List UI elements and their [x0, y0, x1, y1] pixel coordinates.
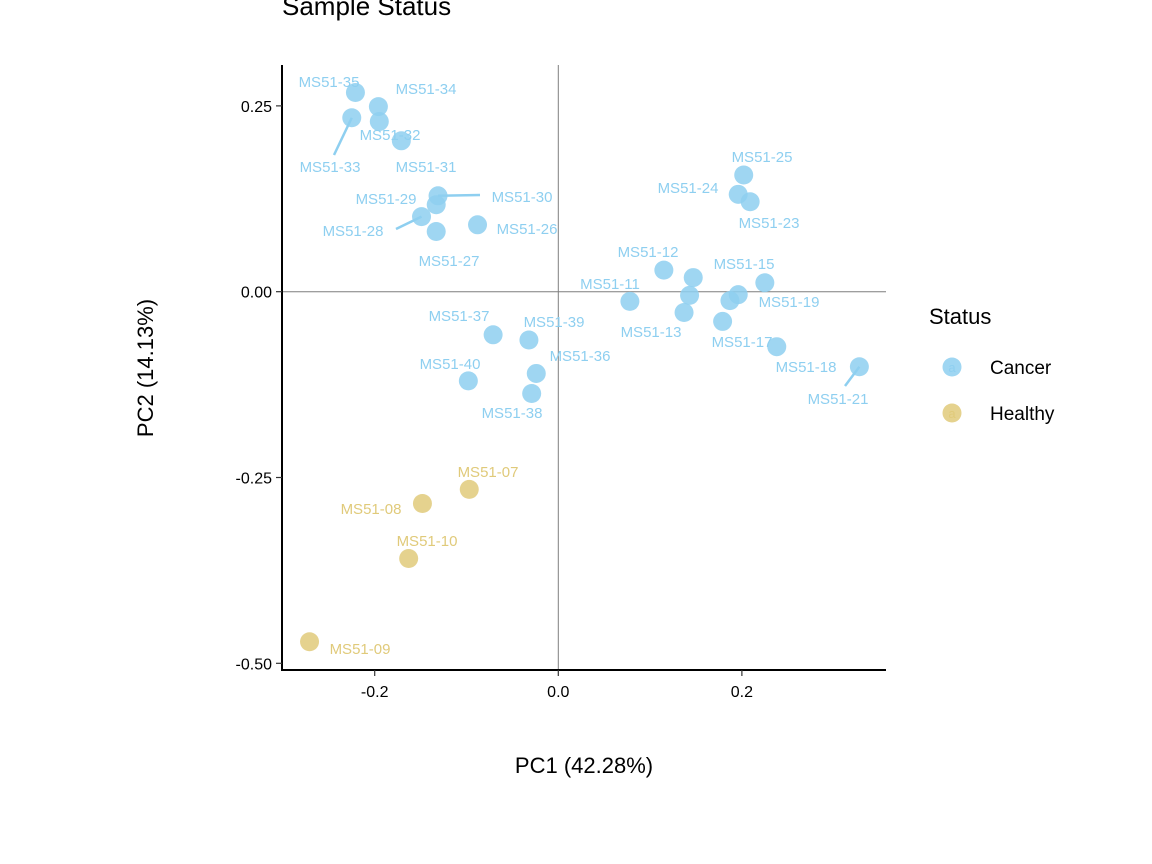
point-label: MS51-15: [714, 256, 775, 273]
data-point: [522, 384, 542, 404]
data-point: [342, 108, 362, 128]
data-point: [399, 549, 419, 569]
point-label: MS51-24: [658, 180, 719, 197]
point-label: MS51-09: [330, 641, 391, 658]
x-axis-title: PC1 (42.28%): [515, 753, 653, 778]
data-point: [369, 111, 389, 131]
data-point: [458, 371, 478, 391]
point-label: MS51-27: [419, 253, 480, 270]
point-label: MS51-35: [299, 74, 360, 91]
point-label: MS51-08: [341, 501, 402, 518]
point-label: MS51-36: [550, 348, 611, 365]
data-point: [849, 357, 869, 377]
point-label: MS51-25: [732, 149, 793, 166]
data-point: [767, 337, 787, 357]
data-point: [674, 303, 694, 322]
legend-label-cancer: Cancer: [990, 358, 1052, 379]
legend-key-cancer: [942, 357, 962, 377]
data-point: [300, 632, 320, 652]
y-tick-label: 0.25: [241, 99, 272, 116]
data-point: [426, 195, 446, 215]
data-point: [468, 215, 488, 235]
data-point: [620, 291, 640, 311]
data-point: [426, 221, 446, 241]
point-label: MS51-29: [356, 191, 417, 208]
point-label: MS51-12: [618, 244, 679, 261]
data-point: [368, 97, 388, 117]
data-point: [526, 363, 546, 383]
point-label: MS51-19: [759, 294, 820, 311]
point-label: MS51-10: [397, 533, 458, 550]
data-point: [755, 273, 775, 293]
point-label: MS51-40: [420, 356, 481, 373]
point-label: MS51-37: [429, 308, 490, 325]
chart-title: Sample Status: [282, 0, 451, 21]
y-tick-label: -0.25: [236, 471, 273, 488]
legend-key-glyph: a: [948, 360, 956, 375]
point-label: MS51-18: [776, 359, 837, 376]
data-point: [519, 330, 539, 350]
point-label: MS51-31: [396, 159, 457, 176]
data-point: [345, 83, 365, 102]
point-label: MS51-07: [458, 464, 519, 481]
legend: Status a Cancer a Healthy: [929, 304, 1055, 425]
point-label: MS51-32: [360, 127, 421, 144]
legend-key-healthy: [942, 403, 962, 423]
data-point: [391, 131, 411, 151]
data-point: [654, 260, 674, 280]
x-tick-label: -0.2: [361, 684, 389, 701]
point-label: MS51-21: [808, 391, 869, 408]
data-point: [459, 479, 479, 499]
point-label: MS51-17: [712, 334, 773, 351]
x-tick-label: 0.0: [547, 684, 569, 701]
point-label: MS51-23: [739, 215, 800, 232]
data-point: [483, 325, 503, 345]
point-label: MS51-13: [621, 324, 682, 341]
point-label: MS51-34: [396, 81, 457, 98]
plot-area: -0.2 0.0 0.2 0.25 0.00 -0.25 -0.50 MS51-35 MS51-…: [236, 65, 886, 701]
data-point: [734, 165, 754, 185]
data-point: [683, 268, 703, 288]
x-tick-label: 0.2: [731, 684, 753, 701]
legend-key-glyph: a: [948, 406, 956, 421]
point-label: MS51-28: [323, 223, 384, 240]
point-label: MS51-33: [300, 159, 361, 176]
data-point: [720, 291, 740, 311]
data-point: [412, 207, 432, 227]
legend-label-healthy: Healthy: [990, 404, 1055, 425]
y-tick-label: 0.00: [241, 285, 272, 302]
legend-title: Status: [929, 304, 991, 329]
point-label: MS51-38: [482, 405, 543, 422]
y-axis-title: PC2 (14.13%): [133, 299, 158, 437]
y-tick-label: -0.50: [236, 656, 273, 673]
point-label: MS51-26: [497, 221, 558, 238]
data-point: [680, 285, 700, 305]
point-label: MS51-30: [492, 189, 553, 206]
point-label: MS51-11: [580, 276, 640, 293]
data-point: [412, 494, 432, 514]
point-label: MS51-39: [524, 314, 585, 331]
data-point: [740, 192, 760, 212]
data-point: [713, 311, 733, 331]
